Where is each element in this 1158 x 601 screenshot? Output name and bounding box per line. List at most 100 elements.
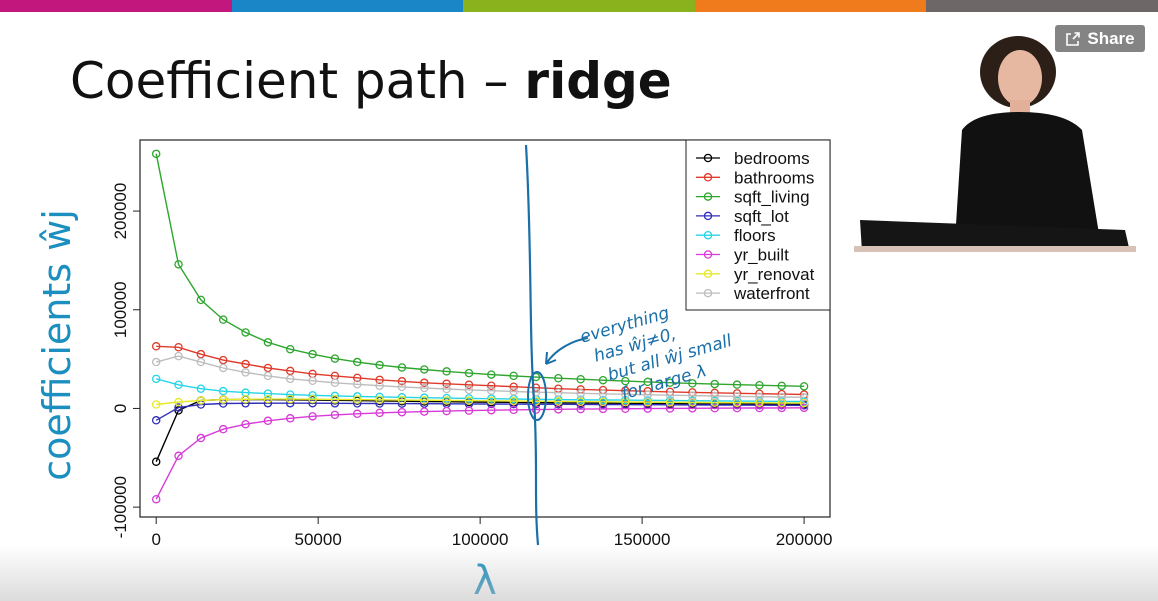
data-point-sqft_living bbox=[621, 376, 630, 386]
data-point-sqft_living bbox=[799, 382, 809, 391]
y-tick-label: 100000 bbox=[111, 281, 130, 338]
data-point-sqft_living bbox=[330, 354, 340, 363]
series-line-yr_built bbox=[155, 407, 805, 500]
data-point-yr_renovated bbox=[531, 396, 541, 406]
legend-entry: sqft_lot bbox=[734, 207, 789, 226]
data-point-yr_built bbox=[799, 403, 809, 413]
legend-entry: yr_renovat bbox=[734, 265, 815, 284]
legend-swatch-marker bbox=[703, 192, 713, 201]
data-point-bathrooms bbox=[375, 375, 384, 385]
data-point-sqft_living bbox=[643, 377, 652, 387]
data-point-yr_built bbox=[732, 403, 742, 413]
data-point-floors bbox=[464, 394, 474, 403]
x-tick-label: 200000 bbox=[776, 530, 833, 549]
data-point-yr_renovated bbox=[151, 400, 161, 409]
legend-box bbox=[685, 139, 831, 311]
data-point-waterfront bbox=[643, 390, 652, 400]
slide-title-bold: ridge bbox=[524, 52, 672, 110]
data-point-waterfront bbox=[598, 389, 608, 399]
color-band-segment-1 bbox=[0, 0, 232, 12]
data-point-sqft_living bbox=[509, 371, 518, 381]
series-yr_built bbox=[151, 403, 809, 504]
data-point-yr_built bbox=[464, 406, 474, 415]
data-point-sqft_living bbox=[241, 328, 250, 337]
legend-swatch-marker bbox=[703, 211, 713, 221]
data-point-sqft_living bbox=[554, 373, 563, 383]
data-point-floors bbox=[263, 389, 273, 398]
data-point-yr_renovated bbox=[799, 398, 809, 408]
data-point-floors bbox=[285, 390, 295, 399]
series-line-sqft_lot bbox=[155, 402, 805, 421]
data-point-sqft_living bbox=[196, 295, 206, 305]
data-point-sqft_lot bbox=[174, 403, 183, 412]
legend-swatch-marker bbox=[703, 173, 713, 182]
data-point-yr_renovated bbox=[464, 396, 474, 405]
data-point-waterfront bbox=[174, 351, 183, 361]
series-bedrooms bbox=[151, 395, 809, 466]
data-point-yr_built bbox=[218, 424, 228, 434]
data-point-bathrooms bbox=[509, 382, 518, 391]
legend-entry: sqft_living bbox=[734, 188, 810, 207]
data-point-sqft_lot bbox=[554, 400, 563, 409]
share-button[interactable]: Share bbox=[1055, 25, 1145, 52]
data-point-bathrooms bbox=[196, 349, 206, 359]
data-point-yr_built bbox=[643, 404, 652, 413]
slide-title: Coefficient path – ridge bbox=[70, 52, 672, 110]
data-point-sqft_living bbox=[263, 338, 273, 347]
data-point-waterfront bbox=[420, 383, 429, 393]
data-point-floors bbox=[196, 384, 206, 393]
data-point-waterfront bbox=[241, 368, 250, 377]
data-point-waterfront bbox=[487, 386, 496, 395]
data-point-bathrooms bbox=[353, 373, 362, 383]
data-point-waterfront bbox=[576, 389, 585, 398]
data-point-waterfront bbox=[397, 382, 407, 392]
data-point-sqft_living bbox=[442, 367, 451, 376]
data-point-yr_built bbox=[442, 406, 451, 416]
x-tick-label: 150000 bbox=[614, 530, 671, 549]
data-point-waterfront bbox=[353, 380, 362, 389]
data-point-bathrooms bbox=[263, 363, 273, 373]
data-point-yr_renovated bbox=[732, 398, 742, 407]
data-point-yr_built bbox=[777, 403, 786, 413]
data-point-sqft_living bbox=[151, 149, 161, 159]
data-point-yr_built bbox=[263, 416, 273, 426]
data-point-yr_renovated bbox=[285, 394, 295, 404]
data-point-bathrooms bbox=[442, 379, 451, 389]
legend-entry: yr_built bbox=[734, 246, 789, 265]
data-point-bathrooms bbox=[241, 359, 250, 369]
data-point-yr_built bbox=[487, 405, 496, 415]
data-point-sqft_lot bbox=[598, 400, 608, 409]
legend-entry: waterfront bbox=[733, 284, 810, 303]
data-point-yr_renovated bbox=[174, 397, 183, 407]
data-point-floors bbox=[218, 386, 228, 396]
legend-swatch-marker bbox=[703, 153, 713, 163]
data-point-yr_built bbox=[174, 451, 183, 461]
data-point-yr_built bbox=[665, 404, 675, 413]
annotation-circle bbox=[527, 371, 547, 421]
data-point-yr_renovated bbox=[218, 395, 228, 404]
data-point-yr_renovated bbox=[598, 397, 608, 407]
data-point-waterfront bbox=[509, 387, 518, 396]
data-point-waterfront bbox=[621, 390, 630, 399]
data-point-yr_renovated bbox=[330, 395, 340, 404]
data-point-yr_built bbox=[241, 419, 250, 429]
data-point-yr_renovated bbox=[375, 395, 384, 405]
data-point-waterfront bbox=[442, 384, 451, 394]
data-point-sqft_living bbox=[487, 370, 496, 379]
data-point-sqft_living bbox=[688, 379, 697, 388]
data-point-yr_built bbox=[755, 403, 764, 413]
data-point-waterfront bbox=[263, 371, 273, 381]
data-point-bathrooms bbox=[397, 377, 407, 386]
data-point-yr_renovated bbox=[397, 395, 407, 405]
data-point-yr_built bbox=[308, 412, 317, 421]
data-point-yr_renovated bbox=[755, 398, 764, 408]
data-point-yr_built bbox=[554, 405, 563, 414]
legend-entry: floors bbox=[734, 226, 776, 245]
share-icon bbox=[1066, 31, 1081, 46]
data-point-yr_built bbox=[397, 407, 407, 417]
color-band bbox=[0, 0, 1158, 12]
data-point-sqft_living bbox=[576, 374, 585, 384]
data-point-waterfront bbox=[665, 390, 675, 400]
data-point-sqft_living bbox=[732, 380, 742, 389]
data-point-sqft_living bbox=[777, 381, 786, 391]
